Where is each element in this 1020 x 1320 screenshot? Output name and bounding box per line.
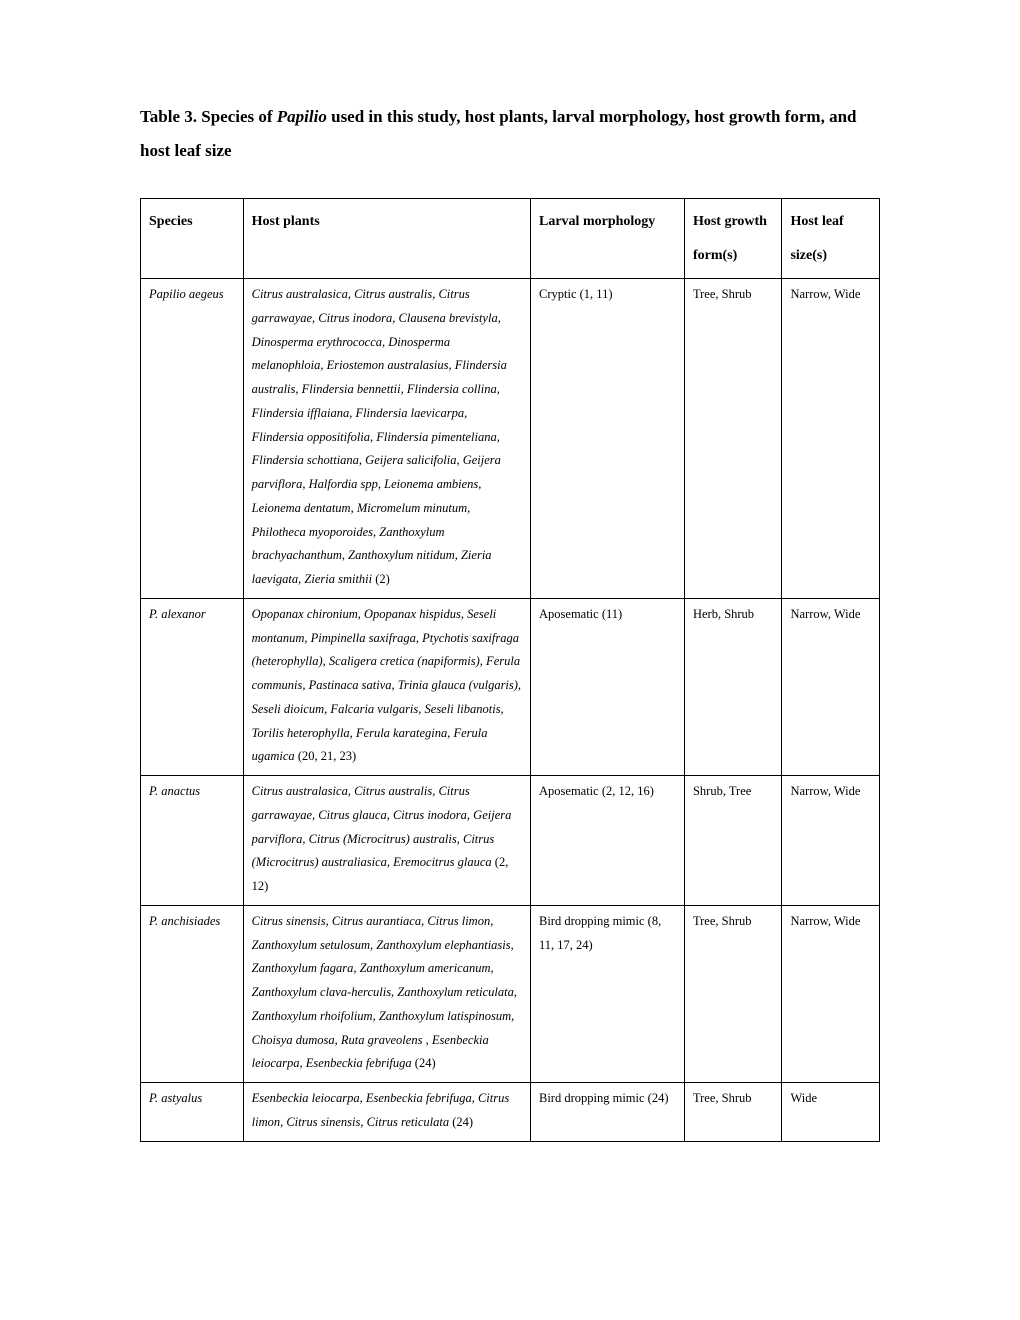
col-header-larval: Larval morphology [531,199,685,279]
larval-cell: Bird dropping mimic (24) [531,1083,685,1142]
growth-cell: Shrub, Tree [684,776,782,906]
species-cell: P. anchisiades [141,905,244,1082]
host-plants-cell: Citrus sinensis, Citrus aurantiaca, Citr… [243,905,530,1082]
species-cell: P. astyalus [141,1083,244,1142]
larval-cell: Cryptic (1, 11) [531,279,685,599]
table-row: P. alexanorOpopanax chironium, Opopanax … [141,598,880,775]
host-plants-ref: (24) [412,1056,436,1070]
col-header-leaf: Host leaf size(s) [782,199,880,279]
host-plants-ref: (20, 21, 23) [295,749,356,763]
host-plants-text: Opopanax chironium, Opopanax hispidus, S… [252,607,521,764]
table-row: Papilio aegeusCitrus australasica, Citru… [141,279,880,599]
host-plants-cell: Citrus australasica, Citrus australis, C… [243,279,530,599]
host-plants-cell: Citrus australasica, Citrus australis, C… [243,776,530,906]
host-plants-ref: (2) [372,572,390,586]
growth-cell: Tree, Shrub [684,279,782,599]
col-header-species: Species [141,199,244,279]
host-plants-ref: (24) [449,1115,473,1129]
larval-cell: Aposematic (2, 12, 16) [531,776,685,906]
larval-cell: Aposematic (11) [531,598,685,775]
title-prefix: Table 3. Species of [140,107,277,126]
col-header-host-plants: Host plants [243,199,530,279]
growth-cell: Herb, Shrub [684,598,782,775]
leaf-cell: Narrow, Wide [782,598,880,775]
host-plants-text: Citrus australasica, Citrus australis, C… [252,784,512,869]
growth-cell: Tree, Shrub [684,1083,782,1142]
host-plants-cell: Esenbeckia leiocarpa, Esenbeckia febrifu… [243,1083,530,1142]
leaf-cell: Narrow, Wide [782,279,880,599]
table-caption: Table 3. Species of Papilio used in this… [140,100,880,168]
table-header-row: Species Host plants Larval morphology Ho… [141,199,880,279]
species-cell: P. alexanor [141,598,244,775]
species-cell: P. anactus [141,776,244,906]
leaf-cell: Narrow, Wide [782,905,880,1082]
species-cell: Papilio aegeus [141,279,244,599]
host-plants-text: Citrus australasica, Citrus australis, C… [252,287,507,586]
col-header-growth: Host growth form(s) [684,199,782,279]
leaf-cell: Narrow, Wide [782,776,880,906]
growth-cell: Tree, Shrub [684,905,782,1082]
species-table: Species Host plants Larval morphology Ho… [140,198,880,1142]
host-plants-cell: Opopanax chironium, Opopanax hispidus, S… [243,598,530,775]
leaf-cell: Wide [782,1083,880,1142]
title-genus: Papilio [277,107,327,126]
larval-cell: Bird dropping mimic (8, 11, 17, 24) [531,905,685,1082]
table-row: P. astyalusEsenbeckia leiocarpa, Esenbec… [141,1083,880,1142]
table-row: P. anchisiadesCitrus sinensis, Citrus au… [141,905,880,1082]
table-row: P. anactusCitrus australasica, Citrus au… [141,776,880,906]
host-plants-text: Citrus sinensis, Citrus aurantiaca, Citr… [252,914,517,1071]
